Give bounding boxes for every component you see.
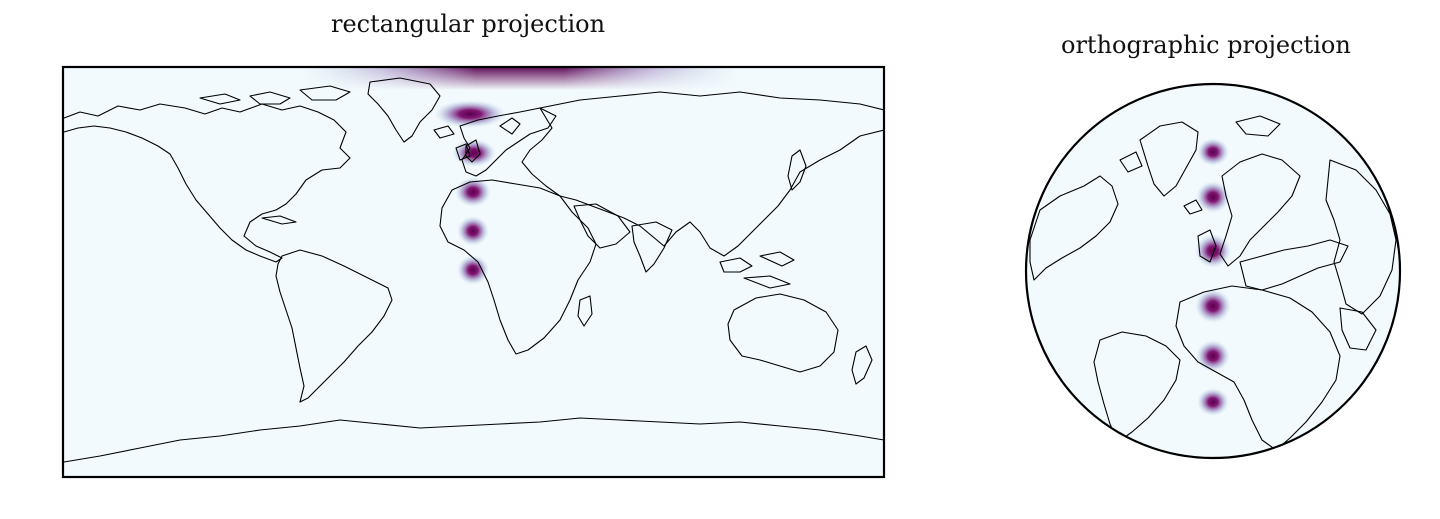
globe-coastlines xyxy=(1029,115,1397,451)
globe-blob-5 xyxy=(1196,340,1230,372)
orthographic-map xyxy=(1024,82,1402,460)
rect-coastlines xyxy=(63,77,884,463)
globe-outline xyxy=(1024,82,1402,460)
rect-blob-1 xyxy=(434,100,506,128)
globe-ocean-background xyxy=(1026,84,1400,458)
globe-blob-3 xyxy=(1195,234,1231,268)
rectangular-projection-title: rectangular projection xyxy=(331,10,606,38)
globe-blob-6 xyxy=(1197,388,1229,416)
rect-map-frame xyxy=(61,65,886,479)
rect-polar-band xyxy=(300,67,740,90)
globe-blob-1 xyxy=(1197,138,1229,166)
globe-blob-4 xyxy=(1195,289,1231,323)
rect-blob-2 xyxy=(452,139,496,167)
rectangular-map xyxy=(61,65,886,479)
rect-blob-5 xyxy=(457,255,489,285)
orthographic-projection-title: orthographic projection xyxy=(1061,31,1351,59)
rect-blob-4 xyxy=(457,216,489,246)
globe-blob-2 xyxy=(1196,181,1230,213)
